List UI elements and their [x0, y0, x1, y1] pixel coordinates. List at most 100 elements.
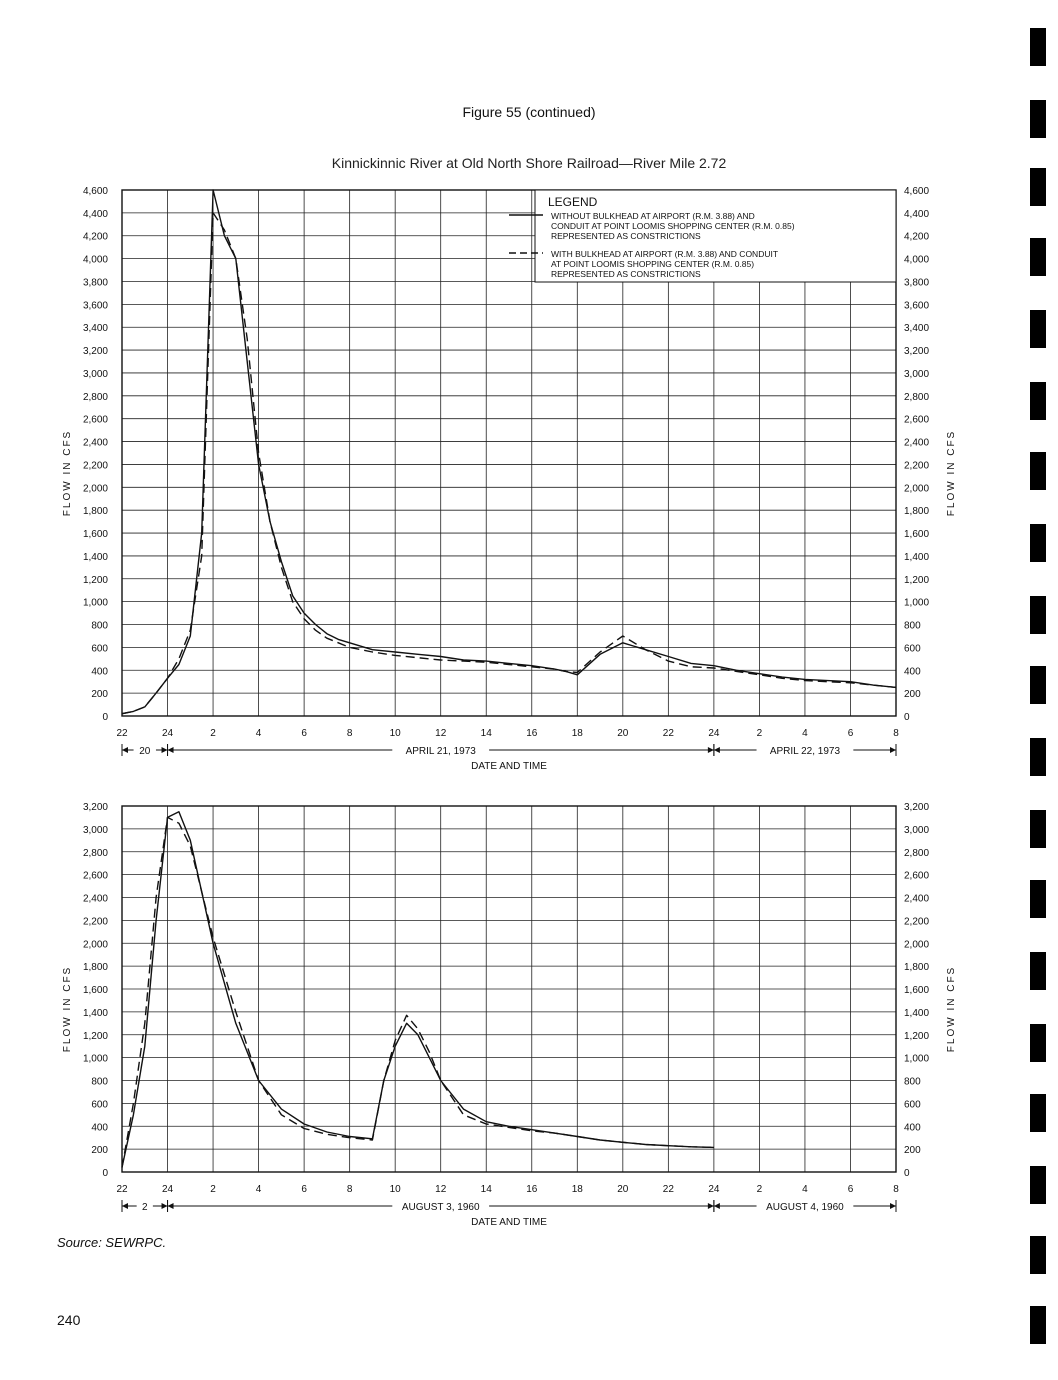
legend-dashed-text: REPRESENTED AS CONSTRICTIONS — [551, 269, 701, 279]
y-tick-label-right: 600 — [904, 643, 921, 654]
figure-title: Figure 55 (continued) — [462, 104, 596, 120]
x-tick-label: 12 — [435, 728, 447, 739]
y-tick-label-right: 1,000 — [904, 1054, 929, 1065]
y-tick-label-right: 3,200 — [904, 802, 929, 813]
y-tick-label-left: 1,200 — [83, 1031, 108, 1042]
date-span-arrow — [713, 1203, 720, 1209]
date-span-arrow — [713, 747, 720, 753]
date-span-label: AUGUST 3, 1960 — [402, 1202, 480, 1213]
legend-box — [534, 189, 897, 283]
x-tick-label: 16 — [526, 1184, 538, 1195]
x-tick-label: 4 — [256, 1184, 262, 1195]
x-tick-label: 12 — [435, 1184, 447, 1195]
x-tick-label: 24 — [708, 1184, 720, 1195]
registration-mark — [1030, 810, 1046, 848]
x-tick-label: 8 — [347, 728, 353, 739]
x-tick-label: 24 — [162, 728, 174, 739]
y-tick-label-left: 3,000 — [83, 825, 108, 836]
margin-registration-marks — [1030, 0, 1050, 1380]
x-tick-label: 24 — [708, 728, 720, 739]
date-span-label: 20 — [139, 746, 151, 757]
series-line-with-bulkhead — [121, 816, 714, 1168]
y-tick-label-left: 2,200 — [83, 460, 108, 471]
registration-mark — [1030, 1236, 1046, 1274]
date-span-label: 2 — [142, 1202, 148, 1213]
y-tick-label-left: 3,600 — [83, 300, 108, 311]
y-tick-label-right: 2,600 — [904, 415, 929, 426]
y-tick-label-right: 3,200 — [904, 346, 929, 357]
date-span-arrow — [890, 747, 896, 753]
x-tick-label: 10 — [390, 728, 402, 739]
date-span-arrow — [167, 1203, 174, 1209]
y-tick-label-right: 4,400 — [904, 209, 929, 220]
x-tick-label: 18 — [572, 728, 584, 739]
registration-mark — [1030, 452, 1046, 490]
x-axis-label: DATE AND TIME — [471, 761, 547, 772]
y-tick-label-left: 3,400 — [83, 323, 108, 334]
y-tick-label-right: 600 — [904, 1099, 921, 1110]
y-tick-label-left: 4,600 — [83, 186, 108, 197]
y-tick-label-right: 200 — [904, 1145, 921, 1156]
x-tick-label: 14 — [481, 728, 493, 739]
y-tick-label-left: 2,800 — [83, 848, 108, 859]
x-axis-label: DATE AND TIME — [471, 1217, 547, 1228]
y-tick-label-left: 1,800 — [83, 962, 108, 973]
y-tick-label-right: 4,200 — [904, 232, 929, 243]
x-tick-label: 6 — [301, 728, 307, 739]
y-tick-label-left: 1,400 — [83, 1008, 108, 1019]
date-span-arrow — [707, 1203, 714, 1209]
y-tick-label-right: 2,400 — [904, 438, 929, 449]
legend-solid-text: CONDUIT AT POINT LOOMIS SHOPPING CENTER … — [551, 221, 795, 231]
y-axis-label-left: FLOW IN CFS — [62, 966, 73, 1052]
y-tick-label-left: 3,000 — [83, 369, 108, 380]
date-span-label: APRIL 22, 1973 — [770, 746, 841, 757]
date-span-arrow — [122, 747, 128, 753]
y-tick-label-right: 1,600 — [904, 529, 929, 540]
x-tick-label: 8 — [347, 1184, 353, 1195]
legend-title: LEGEND — [548, 195, 598, 209]
x-tick-label: 22 — [663, 1184, 675, 1195]
chart-panel-1: 0 0 200 200 400 400 600 600 800 800 1,000 1,000 1,20… — [62, 186, 957, 772]
y-tick-label-left: 3,800 — [83, 277, 108, 288]
y-tick-label-left: 3,200 — [83, 346, 108, 357]
registration-mark — [1030, 524, 1046, 562]
y-tick-label-right: 1,400 — [904, 1008, 929, 1019]
x-tick-label: 8 — [893, 1184, 899, 1195]
y-tick-label-left: 200 — [91, 1145, 108, 1156]
y-tick-label-right: 1,600 — [904, 985, 929, 996]
date-span-arrow — [161, 1203, 168, 1209]
y-tick-label-left: 4,200 — [83, 232, 108, 243]
y-tick-label-right: 3,000 — [904, 825, 929, 836]
x-tick-label: 2 — [757, 728, 763, 739]
date-span-arrow — [122, 1203, 128, 1209]
source-note: Source: SEWRPC. — [57, 1235, 167, 1250]
y-tick-label-left: 1,000 — [83, 1054, 108, 1065]
registration-mark — [1030, 596, 1046, 634]
y-tick-label-left: 1,000 — [83, 598, 108, 609]
series-line-without-bulkhead — [121, 189, 897, 715]
series-line-with-bulkhead — [121, 212, 897, 715]
y-tick-label-right: 1,200 — [904, 1031, 929, 1042]
y-tick-label-right: 0 — [904, 712, 910, 723]
y-axis-label-left: FLOW IN CFS — [62, 430, 73, 516]
registration-mark — [1030, 666, 1046, 704]
legend-dashed-text: AT POINT LOOMIS SHOPPING CENTER (R.M. 0.… — [551, 259, 754, 269]
y-tick-label-right: 4,000 — [904, 255, 929, 266]
y-tick-label-left: 1,600 — [83, 529, 108, 540]
registration-mark — [1030, 310, 1046, 348]
plot-frame — [121, 805, 897, 1173]
legend-dashed-text: WITH BULKHEAD AT AIRPORT (R.M. 3.88) AND… — [551, 249, 778, 259]
y-tick-label-right: 1,400 — [904, 552, 929, 563]
y-tick-label-right: 3,600 — [904, 300, 929, 311]
y-tick-label-right: 3,000 — [904, 369, 929, 380]
y-tick-label-left: 400 — [91, 666, 108, 677]
y-tick-label-left: 600 — [91, 1099, 108, 1110]
y-tick-label-right: 1,800 — [904, 962, 929, 973]
y-tick-label-right: 2,000 — [904, 939, 929, 950]
y-tick-label-left: 2,400 — [83, 894, 108, 905]
registration-mark — [1030, 238, 1046, 276]
y-tick-label-right: 200 — [904, 689, 921, 700]
y-tick-label-left: 1,600 — [83, 985, 108, 996]
y-tick-label-left: 600 — [91, 643, 108, 654]
